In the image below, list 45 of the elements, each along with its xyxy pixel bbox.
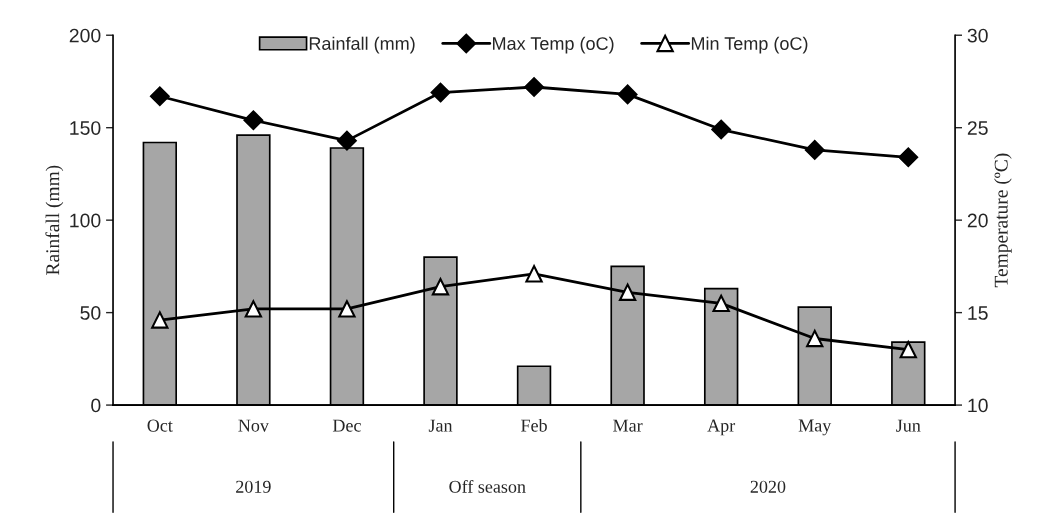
y2-tick-label: 20 [967, 213, 988, 228]
legend-label: Max Temp (oC) [493, 36, 614, 54]
point [711, 119, 732, 140]
text: Off season [449, 479, 526, 493]
x-tick-label: May [798, 419, 832, 436]
y-tick-label: 0 [91, 398, 101, 413]
x-tick-label: Mar [613, 419, 643, 432]
y-tick-label: 150 [70, 121, 101, 135]
x-tick-label: Oct [147, 419, 173, 432]
point [617, 84, 638, 105]
point [244, 300, 263, 318]
point [898, 147, 919, 168]
text: 2020 [750, 480, 786, 493]
y2-tick-label: 25 [967, 121, 988, 135]
point [243, 110, 264, 131]
point [524, 77, 544, 97]
point [151, 311, 169, 329]
point [525, 265, 543, 283]
point [712, 294, 730, 313]
point [430, 82, 451, 103]
point [337, 130, 357, 151]
point [149, 86, 170, 107]
y-tick-label: 100 [70, 213, 101, 228]
point [338, 300, 356, 318]
y2-axis-title: Temperature (ºC) [994, 153, 1012, 288]
x-tick-label: Nov [238, 419, 269, 432]
y2-tick-label: 15 [968, 306, 988, 320]
point [431, 278, 450, 296]
y-tick-label: 200 [69, 28, 101, 43]
y2-tick-label: 30 [967, 28, 988, 43]
point [806, 329, 824, 348]
point [899, 340, 917, 359]
legend-label: Min Temp (oC) [691, 36, 808, 54]
y-tick-label: 50 [80, 306, 101, 320]
x-tick-label: Dec [332, 419, 361, 432]
x-tick-label: Feb [521, 418, 547, 432]
x-tick-label: Jan [428, 419, 453, 432]
legend-label: Rainfall (mm) [309, 36, 415, 54]
y2-tick-label: 10 [968, 398, 988, 413]
x-tick-label: Jun [896, 419, 921, 432]
point [618, 283, 637, 301]
y-axis-title: Rainfall (mm) [45, 165, 64, 275]
text: 2019 [236, 480, 271, 493]
point [804, 140, 825, 160]
x-tick-label: Apr [707, 419, 736, 436]
